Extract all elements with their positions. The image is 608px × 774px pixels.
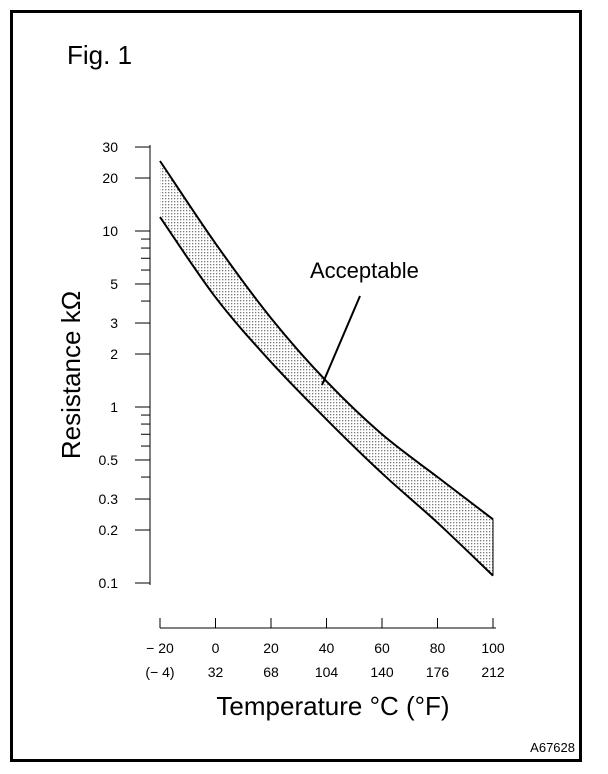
y-tick-label: 0.3 <box>99 491 119 507</box>
x-tick-sublabel: 212 <box>481 664 505 680</box>
acceptable-band <box>160 161 493 576</box>
acceptable-label: Acceptable <box>310 258 419 283</box>
y-tick-label: 5 <box>110 276 118 292</box>
x-tick-label: 20 <box>263 640 279 656</box>
y-tick-label: 1 <box>110 399 118 415</box>
x-tick-label: 100 <box>481 640 505 656</box>
x-tick-sublabel: 68 <box>263 664 279 680</box>
lower-limit-curve <box>159 216 494 577</box>
figure-frame <box>10 10 582 762</box>
x-tick-label: 60 <box>374 640 390 656</box>
figure-label: Fig. 1 <box>67 40 133 70</box>
x-tick-sublabel: (− 4) <box>145 664 174 680</box>
x-tick-label: 40 <box>319 640 335 656</box>
y-tick-label: 30 <box>102 139 118 155</box>
y-tick-label: 2 <box>110 346 118 362</box>
y-axis-title: Resistance kΩ <box>56 291 86 459</box>
x-tick-sublabel: 104 <box>315 664 339 680</box>
x-tick-label: 0 <box>212 640 220 656</box>
upper-limit-curve <box>159 160 494 521</box>
x-tick-label: − 20 <box>146 640 174 656</box>
y-tick-label: 0.1 <box>99 575 119 591</box>
x-tick-sublabel: 176 <box>426 664 450 680</box>
y-tick-label: 3 <box>110 315 118 331</box>
y-tick-label: 0.2 <box>99 522 119 538</box>
figure-reference-code: A67628 <box>530 740 575 755</box>
acceptable-leader-line <box>321 295 361 386</box>
x-tick-sublabel: 140 <box>370 664 394 680</box>
y-tick-label: 0.5 <box>99 452 119 468</box>
x-tick-sublabel: 32 <box>208 664 224 680</box>
x-axis-title: Temperature °C (°F) <box>216 691 449 721</box>
x-tick-label: 80 <box>430 640 446 656</box>
y-tick-label: 10 <box>102 223 118 239</box>
y-tick-label: 20 <box>102 170 118 186</box>
